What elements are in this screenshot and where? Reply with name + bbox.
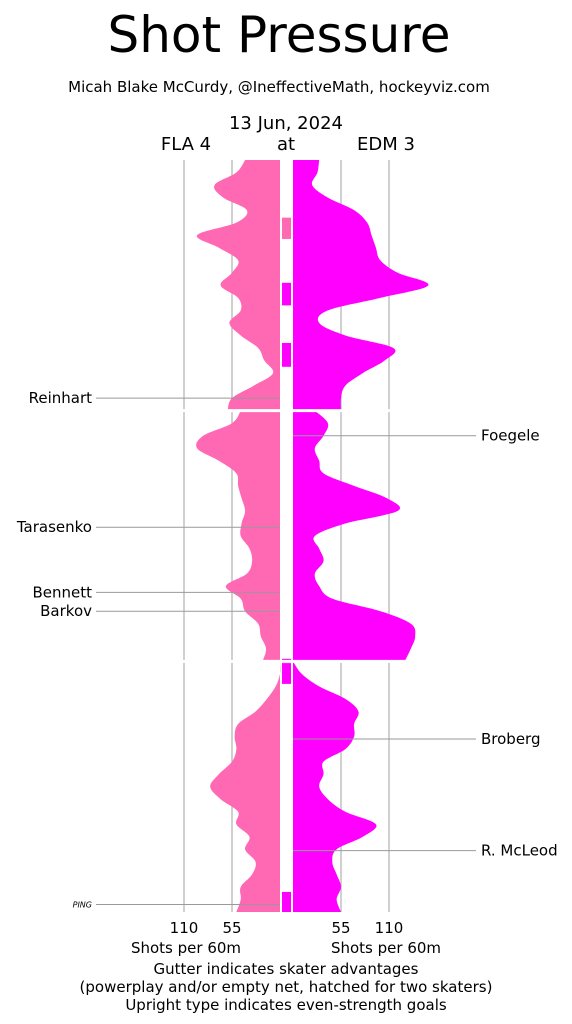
x-tick-label-left: 55 [222,919,241,937]
pressure-areas [196,160,429,912]
gutter [282,217,291,912]
at-label: at [277,134,295,155]
gutter-advantage-segment [282,342,291,367]
scorer-label: Barkov [40,602,92,620]
chart-title: Shot Pressure [107,6,450,64]
game-date: 13 Jun, 2024 [229,113,343,134]
note-line-1: Gutter indicates skater advantages [154,960,419,978]
away-pressure-area [196,410,280,662]
note-line-3: Upright type indicates even-strength goa… [125,996,447,1014]
away-pressure-area [196,160,280,411]
chart-subtitle: Micah Blake McCurdy, @IneffectiveMath, h… [68,78,490,96]
x-tick-label-right: 55 [331,919,350,937]
home-team-label: EDM 3 [357,134,415,155]
x-axis-label-left: Shots per 60m [131,939,241,957]
scorer-label: Reinhart [29,389,93,407]
x-tick-label-right: 110 [375,919,404,937]
home-pressure-area [293,661,377,912]
away-pressure-area [210,661,281,912]
away-team-label: FLA 4 [161,134,211,155]
gutter-advantage-segment [282,217,291,239]
period-dividers [170,409,460,663]
scorer-label: Foegele [481,427,540,445]
scorer-label: Bennett [32,583,92,601]
gutter-advantage-segment [282,282,291,306]
home-pressure-area [293,160,429,411]
scorer-label: R. McLeod [481,842,558,860]
note-line-2: (powerplay and/or empty net, hatched for… [80,978,493,996]
gutter-advantage-segment [282,891,291,912]
scorer-label: Broberg [481,730,540,748]
scorer-label: Tarasenko [16,518,92,536]
scorer-label: PING [73,900,92,909]
x-axis-label-right: Shots per 60m [331,939,441,957]
home-pressure-area [293,410,416,662]
x-tick-label-left: 110 [170,919,199,937]
gutter-advantage-segment [282,663,291,684]
x-tick-labels: 110 55 55 110 [170,919,404,937]
